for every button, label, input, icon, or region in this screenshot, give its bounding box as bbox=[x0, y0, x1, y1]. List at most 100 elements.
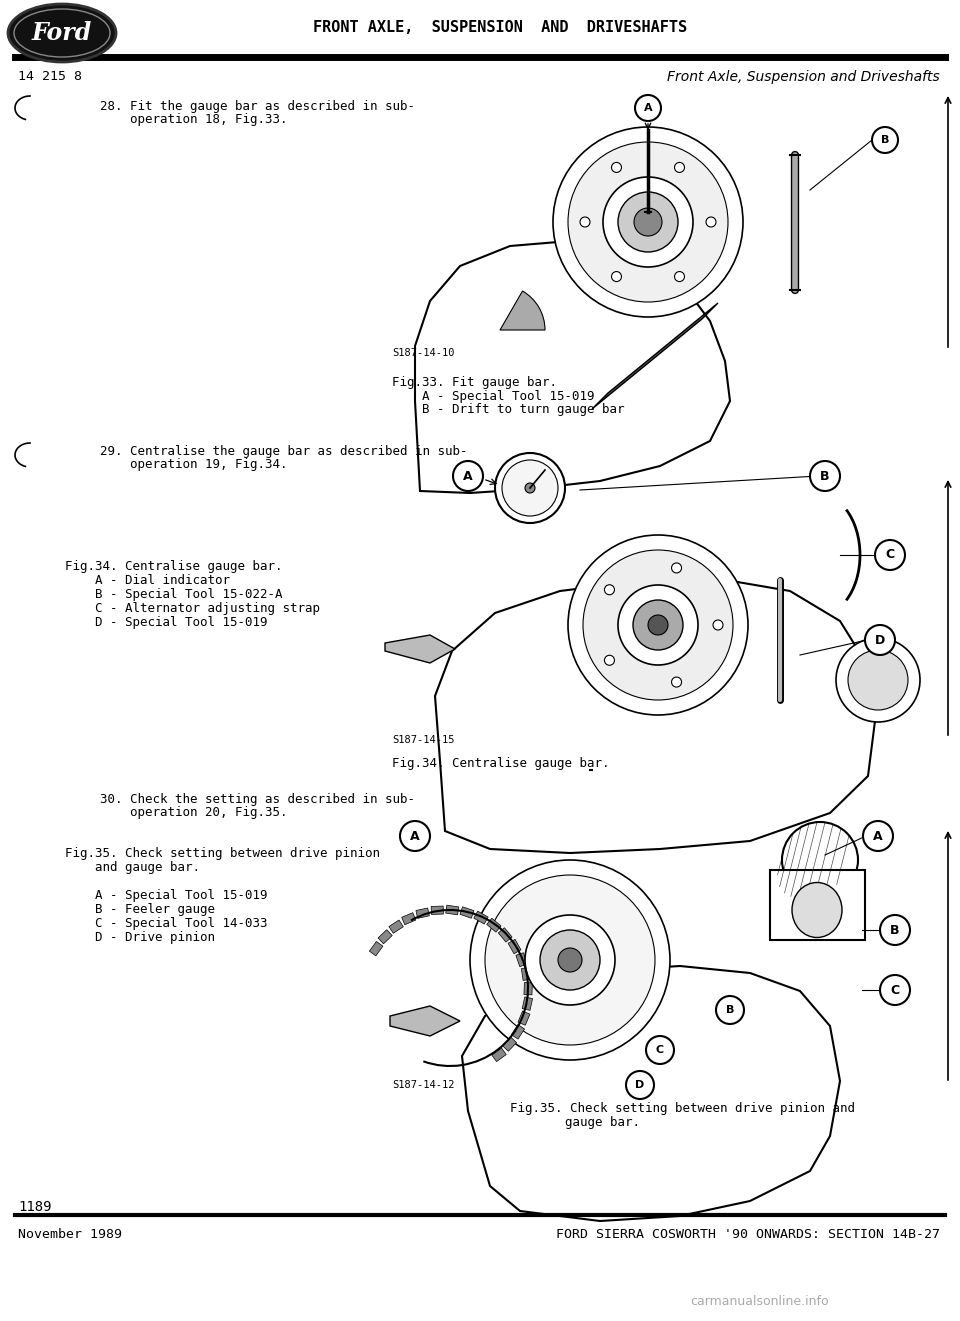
Circle shape bbox=[626, 1071, 654, 1099]
Bar bbox=[460, 906, 474, 918]
Text: B - Special Tool 15-022-A: B - Special Tool 15-022-A bbox=[65, 588, 282, 601]
Circle shape bbox=[672, 563, 682, 573]
Text: B: B bbox=[820, 469, 829, 482]
Bar bbox=[498, 927, 512, 942]
Text: B: B bbox=[890, 923, 900, 937]
Circle shape bbox=[583, 550, 733, 700]
Circle shape bbox=[635, 95, 661, 122]
Circle shape bbox=[605, 655, 614, 666]
Wedge shape bbox=[500, 291, 545, 330]
Circle shape bbox=[553, 127, 743, 317]
Text: Ford: Ford bbox=[32, 21, 92, 45]
Text: Fig.34. Centralise gauge bar.: Fig.34. Centralise gauge bar. bbox=[392, 757, 610, 770]
Text: FORD SIERRA COSWORTH '90 ONWARDS: SECTION 14B-27: FORD SIERRA COSWORTH '90 ONWARDS: SECTIO… bbox=[556, 1229, 940, 1240]
Text: C - Alternator adjusting strap: C - Alternator adjusting strap bbox=[65, 602, 320, 616]
Bar bbox=[401, 913, 416, 925]
Circle shape bbox=[863, 820, 893, 851]
Circle shape bbox=[880, 975, 910, 1005]
Bar bbox=[487, 918, 501, 933]
Bar bbox=[378, 930, 393, 943]
Text: operation 19, Fig.34.: operation 19, Fig.34. bbox=[100, 458, 287, 472]
Circle shape bbox=[612, 162, 621, 173]
Text: S187-14-15: S187-14-15 bbox=[392, 734, 454, 745]
Circle shape bbox=[485, 875, 655, 1045]
Bar bbox=[502, 1037, 516, 1052]
Text: D: D bbox=[875, 634, 885, 646]
Ellipse shape bbox=[8, 4, 116, 62]
Circle shape bbox=[634, 207, 662, 236]
Circle shape bbox=[400, 820, 430, 851]
Text: S187-14-10: S187-14-10 bbox=[392, 347, 454, 358]
Text: B: B bbox=[726, 1005, 734, 1015]
Circle shape bbox=[618, 585, 698, 664]
Circle shape bbox=[706, 217, 716, 227]
Text: FRONT AXLE,  SUSPENSION  AND  DRIVESHAFTS: FRONT AXLE, SUSPENSION AND DRIVESHAFTS bbox=[313, 21, 687, 36]
Polygon shape bbox=[390, 1007, 460, 1036]
Circle shape bbox=[618, 192, 678, 252]
Circle shape bbox=[603, 177, 693, 267]
Text: C - Special Tool 14-033: C - Special Tool 14-033 bbox=[65, 917, 268, 930]
Circle shape bbox=[495, 453, 565, 523]
Text: A - Special Tool 15-019: A - Special Tool 15-019 bbox=[65, 889, 268, 902]
Text: C: C bbox=[656, 1045, 664, 1055]
Text: Fig.35. Check setting between drive pinion and: Fig.35. Check setting between drive pini… bbox=[510, 1102, 855, 1115]
Circle shape bbox=[646, 1036, 674, 1063]
Bar bbox=[445, 905, 459, 915]
Text: November 1989: November 1989 bbox=[18, 1229, 122, 1240]
Bar bbox=[389, 919, 403, 933]
Circle shape bbox=[872, 127, 898, 153]
Text: B - Drift to turn gauge bar: B - Drift to turn gauge bar bbox=[392, 403, 625, 416]
Circle shape bbox=[540, 930, 600, 989]
Circle shape bbox=[865, 625, 895, 655]
Text: 1189: 1189 bbox=[18, 1199, 52, 1214]
Polygon shape bbox=[385, 635, 455, 663]
Circle shape bbox=[836, 638, 920, 723]
Polygon shape bbox=[462, 966, 840, 1221]
Text: A: A bbox=[874, 830, 883, 843]
Text: 30. Check the setting as described in sub-: 30. Check the setting as described in su… bbox=[100, 793, 415, 806]
Text: Front Axle, Suspension and Driveshafts: Front Axle, Suspension and Driveshafts bbox=[667, 70, 940, 85]
Polygon shape bbox=[592, 303, 718, 410]
Text: A - Dial indicator: A - Dial indicator bbox=[65, 575, 230, 587]
Text: A: A bbox=[644, 103, 652, 114]
Text: 14 215 8: 14 215 8 bbox=[18, 70, 82, 83]
Circle shape bbox=[453, 461, 483, 491]
Bar bbox=[474, 911, 489, 923]
Text: gauge bar.: gauge bar. bbox=[565, 1116, 640, 1129]
Bar bbox=[512, 1025, 524, 1040]
Circle shape bbox=[672, 678, 682, 687]
Circle shape bbox=[525, 915, 615, 1005]
Text: Fig.34. Centralise gauge bar.: Fig.34. Centralise gauge bar. bbox=[65, 560, 282, 573]
Bar bbox=[431, 906, 444, 914]
Text: 28. Fit the gauge bar as described in sub-: 28. Fit the gauge bar as described in su… bbox=[100, 100, 415, 114]
Circle shape bbox=[810, 461, 840, 491]
Text: A: A bbox=[410, 830, 420, 843]
Circle shape bbox=[880, 915, 910, 945]
Text: A - Special Tool 15-019: A - Special Tool 15-019 bbox=[392, 390, 594, 403]
Bar bbox=[770, 871, 865, 941]
Text: A: A bbox=[463, 469, 473, 482]
Bar bbox=[508, 939, 521, 954]
Text: carmanualsonline.info: carmanualsonline.info bbox=[690, 1295, 828, 1308]
Bar bbox=[416, 908, 429, 918]
Bar bbox=[518, 1011, 530, 1025]
Circle shape bbox=[568, 141, 728, 303]
Circle shape bbox=[568, 535, 748, 715]
Circle shape bbox=[502, 460, 558, 517]
Circle shape bbox=[675, 272, 684, 281]
Circle shape bbox=[633, 600, 683, 650]
Bar bbox=[524, 983, 533, 995]
Circle shape bbox=[675, 162, 684, 173]
Text: Fig.35. Check setting between drive pinion: Fig.35. Check setting between drive pini… bbox=[65, 847, 380, 860]
Text: Fig.33. Fit gauge bar.: Fig.33. Fit gauge bar. bbox=[392, 376, 557, 388]
Circle shape bbox=[716, 996, 744, 1024]
Circle shape bbox=[713, 620, 723, 630]
Circle shape bbox=[648, 616, 668, 635]
Circle shape bbox=[875, 540, 905, 569]
Text: S187-14-12: S187-14-12 bbox=[392, 1081, 454, 1090]
Circle shape bbox=[525, 483, 535, 493]
Circle shape bbox=[782, 822, 858, 898]
Circle shape bbox=[848, 650, 908, 709]
Circle shape bbox=[470, 860, 670, 1059]
Polygon shape bbox=[415, 240, 730, 493]
